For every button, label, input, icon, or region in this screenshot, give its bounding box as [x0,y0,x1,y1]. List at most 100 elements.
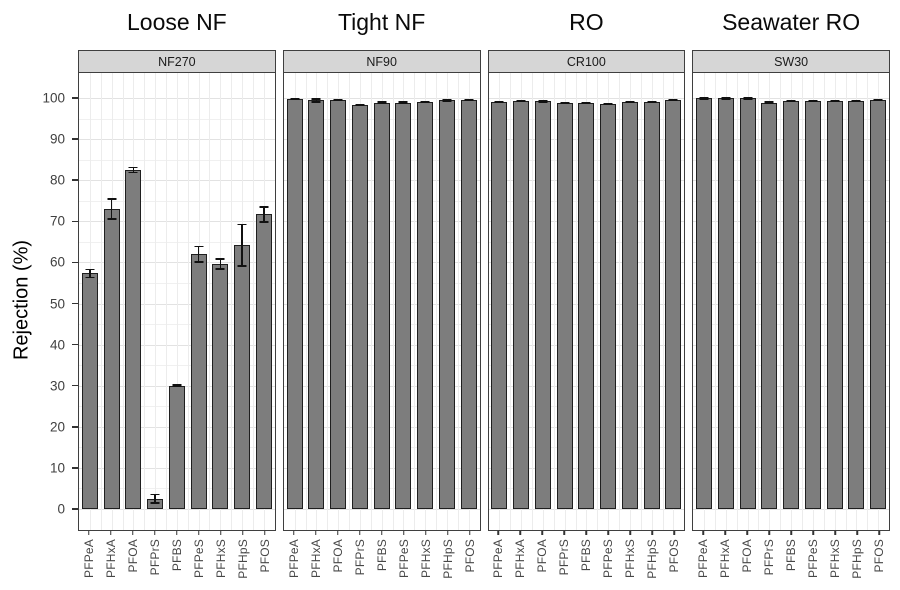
y-tick-label: 30 [49,378,65,394]
x-tick-label: PFPrS [352,539,367,576]
x-tick-label: PFHxS [623,539,638,579]
x-axis-tick [541,531,544,535]
bar-PFOA [534,101,551,509]
y-tick-label: 10 [49,460,65,476]
error-bar-cap-bottom [290,97,300,100]
bar-PFPrS [351,104,368,509]
bar-PFHpS [848,100,865,509]
facet-panel-sw30: Seawater RO SW30 PFPeA PFHxA PFOA PFPrS PFBS PF… [692,0,890,590]
x-axis-tick [629,531,632,535]
error-bar-cap-bottom [398,101,408,103]
x-tick-label: PFPeA [491,539,506,579]
error-bar-cap-bottom [516,100,526,102]
error-bar [542,99,544,103]
x-axis-tick [746,531,748,535]
error-bar-cap-top [172,384,182,386]
plot-area [78,72,276,531]
bar-PFHxS [417,101,434,509]
y-axis-tick [72,508,78,510]
y-axis-tick [72,220,78,223]
plot-area [692,72,890,531]
gridline-vertical [392,73,394,530]
x-tick-label: PFPeA [696,539,711,579]
error-bar-cap-bottom [786,99,796,102]
error-bar-cap-bottom [603,103,613,106]
bar-PFOS [870,99,887,509]
x-tick-label: PFPeS [396,539,411,579]
error-bar-cap-bottom [721,97,731,99]
y-tick-label: 50 [49,296,65,311]
panel-title: Seawater RO [722,9,861,35]
y-axis-tick [72,384,78,387]
x-axis-tick [264,531,266,535]
x-axis-tick [878,531,880,535]
error-bar-cap-bottom [625,101,635,103]
bar-PFPeA [286,98,303,509]
gridline-vertical [414,73,416,530]
facet-panel-nf270: Loose NF NF270 PFPeA PFHxA PFOA PFPrS PFBS PFPe… [78,0,276,590]
panel-title: RO [569,9,604,35]
bar-PFOA [739,98,756,509]
x-axis-tick [651,531,654,535]
x-tick-label: PFBS [374,539,389,572]
x-axis-tick [88,531,90,535]
error-bar-cap-bottom [128,171,138,174]
bar-PFPeA [696,98,713,509]
gridline-vertical [305,73,307,530]
x-tick-label: PFOA [535,539,550,573]
bar-PFPeS [190,254,207,509]
error-bar [315,98,318,103]
error-bar-cap-bottom [464,98,474,101]
bar-PFPeA [81,273,98,509]
gridline-vertical [436,73,437,530]
bar-PFHxA [717,98,734,509]
x-axis-tick [812,531,814,535]
gridline-vertical [640,73,642,530]
x-tick-label: PFHxA [308,539,323,579]
x-tick-label: PFBS [169,539,184,572]
gridline-vertical [715,73,716,530]
y-tick-label: 100 [42,90,65,106]
x-tick-label: PFOS [667,539,682,573]
error-bar-cap-top [194,245,204,248]
error-bar-cap-bottom [743,97,753,99]
x-axis-tick [834,531,836,535]
x-axis-tick [314,531,317,535]
error-bar [219,258,222,270]
x-axis-tick [446,531,449,535]
error-bar-cap-top [333,98,343,101]
x-tick-label: PFOA [740,539,755,573]
x-axis-labels: PFPeA PFHxA PFOA PFPrS PFBS PFPeS PFHxS PFHpS PF… [78,531,276,589]
x-axis-tick [790,531,792,535]
error-bar-cap-top [311,98,321,100]
error-bar-cap-bottom [581,102,591,104]
error-bar-cap-bottom [107,218,117,220]
x-tick-label: PFHpS [645,539,660,579]
bar-PFOS [460,100,477,509]
error-bar-cap-bottom [172,385,182,388]
facet-strip: CR100 [487,50,686,73]
x-tick-label: PFOS [462,539,477,573]
bar-PFPrS [761,102,778,509]
bar-PFOS [665,99,682,509]
x-tick-label: PFHpS [235,539,250,579]
gridline-vertical [662,73,664,530]
error-bar-cap-top [603,102,613,105]
x-tick-label: PFHxS [213,539,228,579]
plot-area [282,72,481,531]
error-bar-cap-top [150,493,160,496]
error-bar-cap-bottom [150,502,160,504]
plot-area [487,72,686,531]
x-tick-label: PFOS [257,539,272,573]
bar-PFHxA [103,208,120,509]
gridline-vertical [231,73,233,530]
gridline-vertical [736,73,738,530]
x-axis-labels: PFPeA PFHxA PFOA PFPrS PFBS PFPeS PFHxS PFHpS PF… [488,531,686,589]
error-bar [263,206,265,223]
facet-panel-nf90: Tight NF NF90 PFPeA PFHxA PFOA PFPrS PFBS PFPeS… [282,0,481,590]
x-tick-label: PFPeA [286,539,301,579]
bar-PFOA [125,169,142,509]
y-tick-label: 60 [49,254,65,270]
error-bar-cap-bottom [494,101,504,103]
bar-PFHxA [513,101,530,509]
